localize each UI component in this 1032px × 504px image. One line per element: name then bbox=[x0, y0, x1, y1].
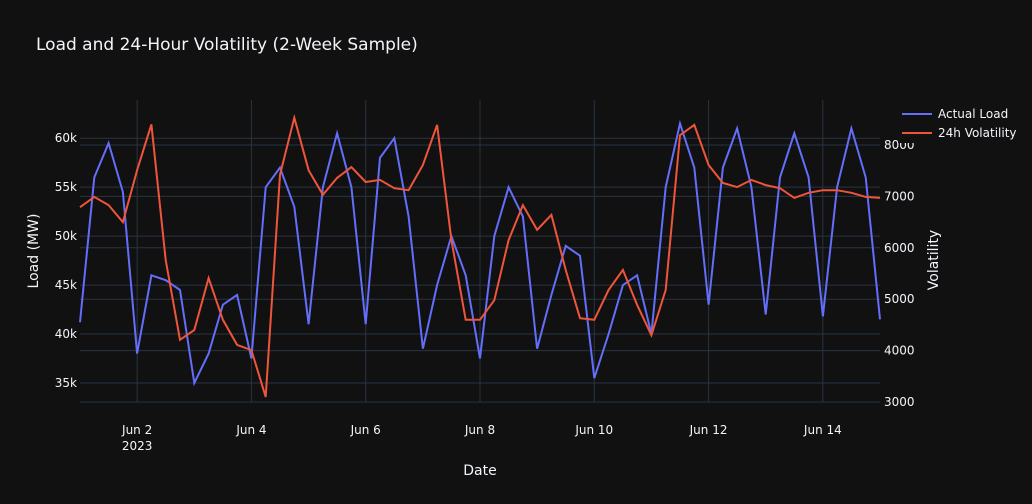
y-tick-label: 40k bbox=[55, 327, 77, 341]
y-tick-label: 35k bbox=[55, 376, 77, 390]
x-tick-label: Jun 10 bbox=[574, 423, 613, 437]
legend-label: 24h Volatility bbox=[938, 126, 1017, 140]
x-tick-label: Jun 2 2023 bbox=[121, 423, 152, 453]
legend-background bbox=[898, 124, 1026, 143]
x-tick-label: Jun 14 bbox=[803, 423, 842, 437]
y2-tick-label: 3000 bbox=[884, 395, 915, 409]
y2-axis-title: Volatility bbox=[926, 230, 942, 290]
y2-tick-label: 7000 bbox=[884, 189, 915, 203]
chart-title: Load and 24-Hour Volatility (2-Week Samp… bbox=[36, 35, 418, 55]
grid bbox=[80, 100, 880, 403]
y-tick-label: 45k bbox=[55, 278, 77, 292]
y-tick-label: 55k bbox=[55, 180, 77, 194]
x-tick-label: Jun 8 bbox=[464, 423, 495, 437]
x-axis-title: Date bbox=[463, 463, 496, 479]
x-tick-label: Jun 12 bbox=[689, 423, 728, 437]
y-tick-label: 60k bbox=[55, 131, 77, 145]
line-series bbox=[79, 119, 881, 387]
line-series bbox=[79, 113, 881, 398]
x-tick-label: Jun 6 bbox=[350, 423, 381, 437]
x-tick-label: Jun 4 bbox=[235, 423, 266, 437]
y2-tick-label: 5000 bbox=[884, 292, 915, 306]
y-axis-title: Load (MW) bbox=[26, 214, 42, 289]
legend-background bbox=[898, 105, 1026, 124]
y-tick-label: 50k bbox=[55, 229, 77, 243]
legend-label: Actual Load bbox=[938, 107, 1008, 121]
y2-tick-label: 4000 bbox=[884, 344, 915, 358]
y2-tick-label: 6000 bbox=[884, 241, 915, 255]
